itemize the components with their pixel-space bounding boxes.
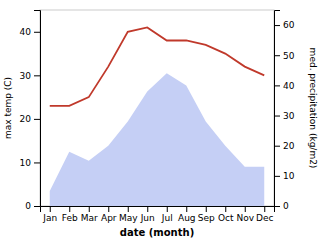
- tick-mark: [225, 206, 226, 212]
- tick-mark: [147, 206, 148, 212]
- tick: Oct: [218, 206, 234, 223]
- tick: 50: [274, 51, 295, 61]
- tick: Nov: [236, 206, 254, 223]
- tick: Sep: [198, 206, 215, 223]
- tick-mark: [206, 206, 207, 212]
- tick: 10: [274, 171, 295, 181]
- tick-label: Nov: [236, 213, 254, 223]
- tick-label: Feb: [62, 213, 78, 223]
- tick-mark: [34, 119, 40, 120]
- tick-label: Jan: [42, 213, 57, 223]
- marks: [50, 27, 265, 206]
- plot-frame: [40, 10, 274, 206]
- tick-label: 10: [283, 171, 295, 181]
- axis-line: [34, 11, 41, 207]
- tick: 40: [274, 81, 295, 91]
- axis-line: [41, 207, 275, 213]
- tick: 20: [274, 141, 295, 151]
- tick-mark: [34, 162, 40, 163]
- tick: 10: [20, 158, 40, 168]
- y2-axis: 0 10 20 30 40 50 60: [274, 11, 295, 212]
- tick-label: 0: [283, 201, 289, 211]
- tick-mark: [186, 206, 187, 212]
- tick: Jan: [42, 206, 57, 223]
- tick: May: [119, 206, 138, 223]
- tick: Apr: [101, 206, 117, 223]
- tick-label: 20: [20, 114, 32, 124]
- tick-mark: [274, 146, 280, 147]
- chart: Jan FebMarAprMayJun Jul AugSepOctNovDec 0 10 2…: [0, 0, 318, 242]
- x-axis: Jan FebMarAprMayJun Jul AugSepOctNovDec: [41, 206, 275, 223]
- tick-label: 40: [283, 81, 295, 91]
- tick-label: 30: [20, 71, 32, 81]
- tick-mark: [274, 206, 280, 207]
- tick-mark: [69, 206, 70, 212]
- tick-label: 0: [25, 201, 31, 211]
- tick-mark: [50, 206, 51, 212]
- y-axis-title: max temp (C): [3, 77, 13, 139]
- tick-label: 50: [283, 51, 295, 61]
- tick-label: 40: [20, 27, 32, 37]
- temp-line: [50, 27, 265, 105]
- tick-label: 20: [283, 141, 295, 151]
- plot: Jan FebMarAprMayJun Jul AugSepOctNovDec 0 10 2…: [20, 10, 295, 223]
- tick: 30: [20, 71, 40, 81]
- tick-label: Oct: [218, 213, 234, 223]
- tick: 0: [25, 201, 40, 211]
- precip-area: [50, 73, 265, 206]
- tick: Dec: [256, 206, 273, 223]
- tick-label: Jul: [161, 213, 173, 223]
- tick-mark: [167, 206, 168, 212]
- axis-line: [275, 11, 281, 207]
- tick-mark: [245, 206, 246, 212]
- tick-label: Jun: [140, 213, 155, 223]
- tick: Jul: [161, 206, 173, 223]
- tick: Mar: [81, 206, 98, 223]
- tick: Aug: [178, 206, 196, 223]
- tick-mark: [274, 25, 280, 26]
- tick-mark: [274, 176, 280, 177]
- tick: 30: [274, 111, 295, 121]
- tick-mark: [274, 85, 280, 86]
- tick-label: Aug: [178, 213, 196, 223]
- tick-mark: [264, 206, 265, 212]
- tick-label: Sep: [198, 213, 215, 223]
- tick-label: Apr: [101, 213, 117, 223]
- tick: Jun: [140, 206, 155, 223]
- tick-label: May: [119, 213, 138, 223]
- tick-mark: [89, 206, 90, 212]
- tick-label: 30: [283, 111, 295, 121]
- tick-label: 10: [20, 158, 32, 168]
- tick-label: Dec: [256, 213, 273, 223]
- y2-axis-title: med. precipitation (kg/m2): [308, 48, 318, 169]
- tick: 40: [20, 27, 40, 37]
- tick-mark: [128, 206, 129, 212]
- x-axis-title: date (month): [120, 227, 194, 238]
- tick: Feb: [62, 206, 78, 223]
- tick-label: 60: [283, 20, 295, 30]
- tick-mark: [34, 32, 40, 33]
- tick: 20: [20, 114, 40, 124]
- tick-mark: [274, 55, 280, 56]
- tick-label: Mar: [81, 213, 98, 223]
- tick-mark: [274, 116, 280, 117]
- tick-mark: [34, 75, 40, 76]
- tick: 60: [274, 20, 295, 30]
- tick-mark: [34, 206, 40, 207]
- y-axis: 0 10 20 30 40: [20, 11, 41, 212]
- tick-mark: [108, 206, 109, 212]
- tick: 0: [274, 201, 289, 211]
